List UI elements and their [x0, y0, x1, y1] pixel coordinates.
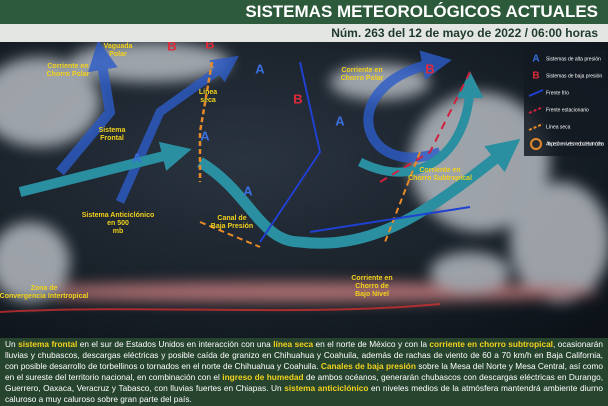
text: sobre la Mesa del Norte y Mesa Central, …	[5, 361, 603, 382]
text: en el norte de México y con la	[313, 339, 430, 349]
map-label: Corriente en Chorro Polar	[341, 67, 384, 82]
legend-icon: B	[532, 71, 539, 82]
text: de ambos océanos, generarán chubascos co…	[5, 372, 603, 393]
map-label: Zona de Convergencia Intertropical	[0, 285, 88, 300]
dry-line	[198, 61, 214, 182]
legend-label: Sistemas de baja presión	[546, 73, 602, 79]
text: en el sur de Estados Unidos en interacci…	[77, 339, 274, 349]
description: Un sistema frontal en el sur de Estados …	[0, 338, 608, 406]
legend-label: Alta presión en niveles medios de la atm…	[546, 141, 604, 147]
low-pressure-channels	[199, 151, 421, 248]
jet-east	[357, 71, 484, 177]
subtitle: Núm. 263 del 12 de mayo de 2022 / 06:00 …	[0, 24, 608, 42]
jet-west	[18, 141, 192, 197]
title: SISTEMAS METEOROLÓGICOS ACTUALES	[0, 0, 608, 24]
highlight: Canales de baja presión	[320, 361, 416, 371]
high-pressure: A	[243, 183, 253, 198]
text: en niveles medios de la atmósfera manten…	[5, 383, 604, 404]
low-pressure: B	[167, 42, 176, 53]
cold-front	[259, 61, 471, 243]
highlight: línea seca	[273, 339, 314, 349]
legend-box	[524, 50, 606, 156]
legend-label: Línea seca	[546, 124, 571, 130]
map: Vaguada Polar Corriente en Chorro Polar Líne…	[0, 42, 608, 338]
high-pressure: A	[335, 113, 345, 128]
stationary-front	[379, 71, 471, 183]
legend-label: Frente estacionario	[546, 107, 589, 113]
highlight: corriente en chorro subtropical	[429, 339, 553, 349]
low-pressure: B	[205, 42, 214, 51]
legend-icon	[530, 138, 542, 150]
high-pressure: A	[255, 61, 265, 76]
legend-icon: A	[532, 54, 539, 65]
legend-icon	[528, 123, 544, 131]
legend-label: Frente frío	[546, 90, 569, 96]
low-pressure: B	[293, 91, 302, 106]
subtropical-jet	[197, 138, 521, 249]
map-label: Corriente en Chorro Subtropical	[408, 167, 472, 182]
map-label: Sistema Anticiclónico en 500 mb	[82, 212, 154, 235]
map-label: Vaguada Polar	[104, 43, 133, 58]
high-pressure: A	[200, 128, 210, 143]
highlight: ingreso de humedad	[222, 372, 304, 382]
highlight: sistema frontal	[18, 339, 78, 349]
map-label: Canal de Baja Presión	[211, 215, 253, 230]
low-pressure: B	[425, 61, 434, 76]
polar-jet-left	[56, 42, 118, 176]
clouds	[0, 42, 608, 302]
map-label: Corriente en Chorro Polar	[47, 63, 90, 78]
text: , ocasionarán lluvias y chubascos, desca…	[5, 339, 603, 371]
legend-label: Sistemas de alta presión	[546, 56, 601, 62]
map-label: Corriente en Chorro de Bajo Nivel	[351, 275, 392, 298]
map-label: Sistema Frontal	[99, 127, 126, 142]
map-label: Línea seca	[199, 89, 217, 104]
itcz	[0, 303, 441, 313]
high-pressure: A	[132, 150, 142, 165]
legend-icon	[528, 89, 544, 97]
trough	[115, 55, 239, 204]
legend-icon	[528, 106, 544, 114]
highlight: sistema anticiclónico	[284, 383, 369, 393]
polar-jet-right	[363, 50, 452, 163]
text: Un	[5, 339, 19, 349]
